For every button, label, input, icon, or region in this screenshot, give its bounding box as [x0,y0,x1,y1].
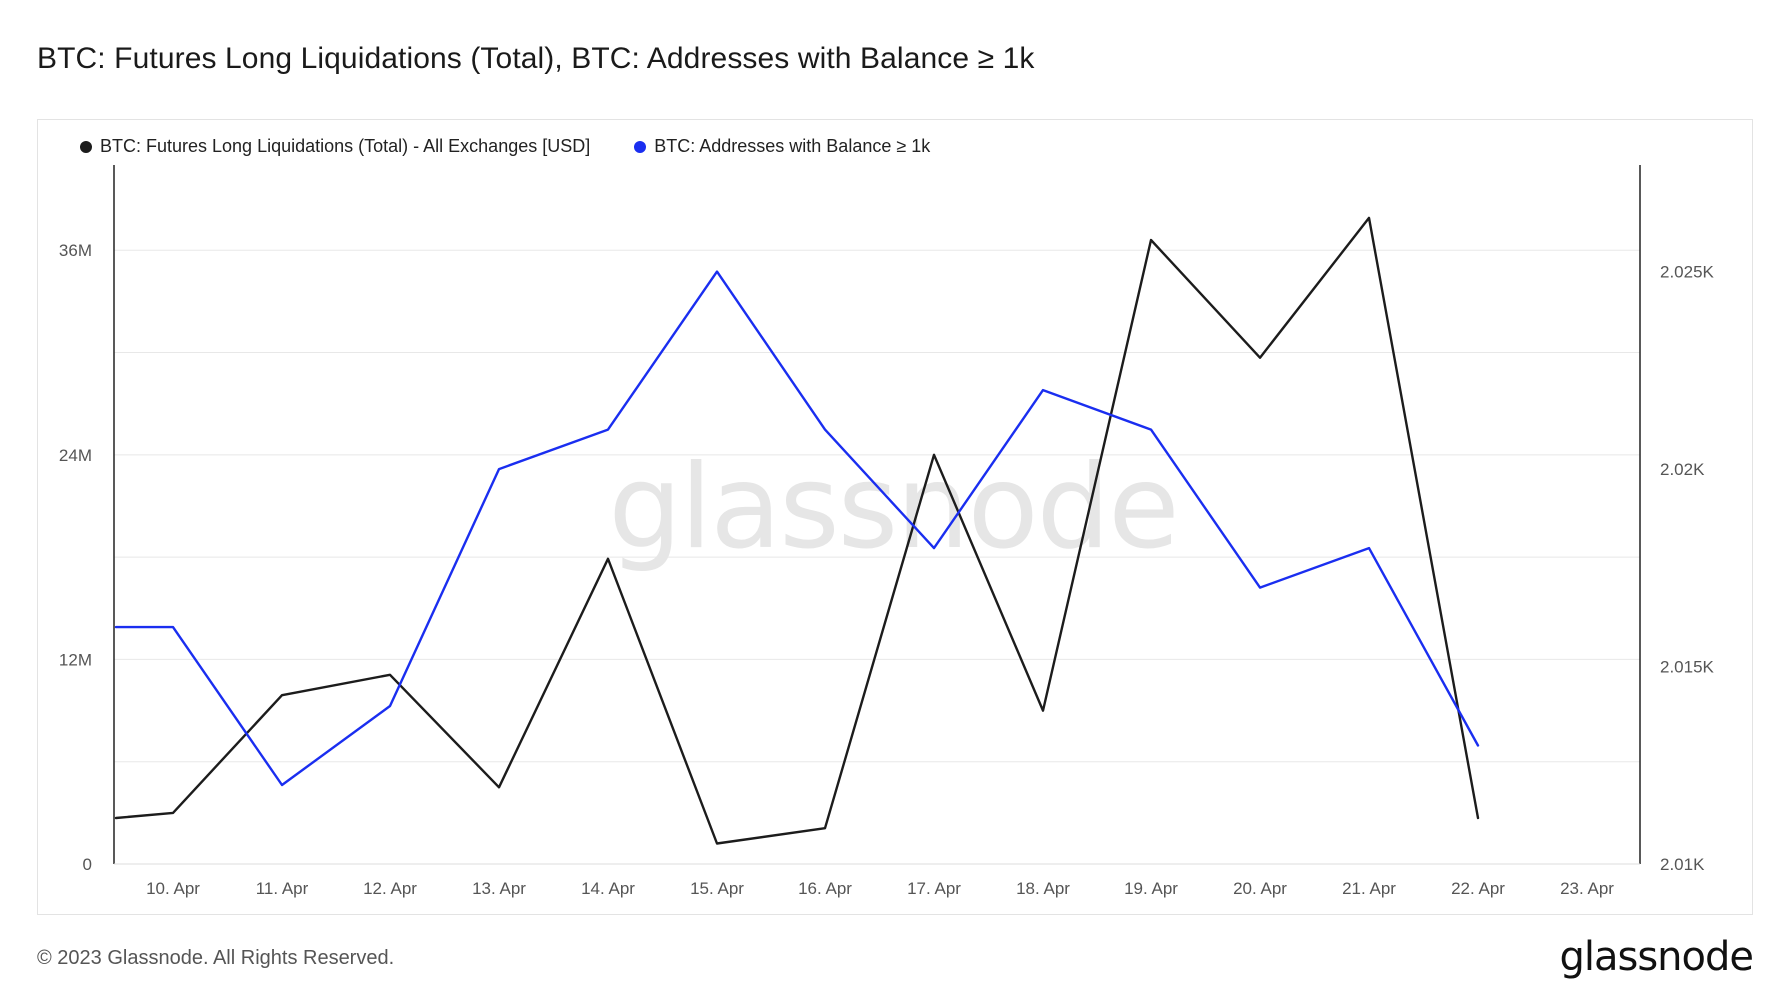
legend-dot-liquidations [80,140,92,153]
right-axis-ticks: 2.01K 2.015K 2.02K 2.025K [1660,263,1715,874]
x-tick-label: 16. Apr [798,879,852,898]
glassnode-logo: glassnode [1559,934,1754,980]
right-tick-label: 2.01K [1660,855,1705,874]
chart-title: BTC: Futures Long Liquidations (Total), … [37,42,1035,75]
legend-item-liquidations[interactable]: BTC: Futures Long Liquidations (Total) -… [80,136,590,157]
x-tick-label: 10. Apr [146,879,200,898]
left-tick-label: 36M [59,241,92,260]
series-line-addresses [114,270,1480,787]
left-tick-label: 24M [59,446,92,465]
x-tick-label: 21. Apr [1342,879,1396,898]
x-tick-label: 11. Apr [256,879,309,898]
left-tick-label: 0 [83,855,92,874]
x-tick-label: 14. Apr [581,879,635,898]
grid-lines [114,249,1640,763]
legend-item-addresses[interactable]: BTC: Addresses with Balance ≥ 1k [634,136,930,157]
x-tick-label: 13. Apr [472,879,526,898]
x-axis-ticks: 10. Apr 11. Apr 12. Apr 13. Apr 14. Apr 15. A… [146,879,1614,898]
axes [113,165,1641,865]
chart-panel [37,119,1753,915]
series-lines [114,216,1480,845]
chart-legend: BTC: Futures Long Liquidations (Total) -… [80,136,930,157]
right-tick-label: 2.025K [1660,263,1715,282]
legend-label-addresses: BTC: Addresses with Balance ≥ 1k [654,136,931,156]
right-tick-label: 2.02K [1660,460,1705,479]
legend-dot-addresses [634,140,647,153]
x-tick-label: 22. Apr [1451,879,1505,898]
left-axis-ticks: 0 12M 24M 36M [59,241,92,874]
series-line-liquidations [114,216,1480,845]
x-tick-label: 18. Apr [1016,879,1070,898]
right-tick-label: 2.015K [1660,658,1715,677]
x-tick-label: 12. Apr [363,879,417,898]
watermark: glassnode [608,440,1177,575]
x-tick-label: 20. Apr [1233,879,1287,898]
left-tick-label: 12M [59,650,92,669]
x-tick-label: 15. Apr [690,879,744,898]
x-tick-label: 23. Apr [1560,879,1614,898]
x-tick-label: 17. Apr [907,879,961,898]
copyright-footer: © 2023 Glassnode. All Rights Reserved. [37,947,395,969]
legend-label-liquidations: BTC: Futures Long Liquidations (Total) -… [100,136,591,156]
x-tick-label: 19. Apr [1124,879,1178,898]
